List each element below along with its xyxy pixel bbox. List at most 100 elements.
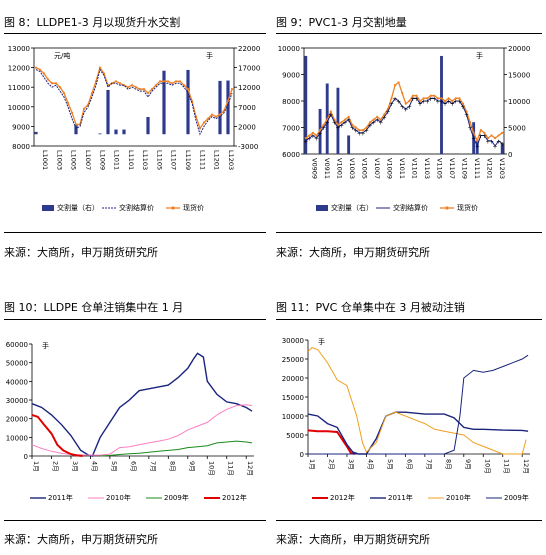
- fig10-x-tick-label: 11月: [227, 461, 235, 476]
- fig8-left-unit: 元/吨: [54, 51, 70, 60]
- fig8-spot-point: [146, 91, 150, 95]
- fig9-x-tick-label: V1007: [373, 158, 381, 179]
- fig8-spot-point: [94, 80, 98, 83]
- fig9-settle-marker: +: [450, 101, 455, 108]
- fig10-x-tick-label: 4月: [90, 461, 98, 472]
- fig9-delivery-bar: [440, 55, 443, 155]
- fig8-left-tick-label: 9000: [12, 123, 30, 131]
- fig8-spot-point: [150, 88, 154, 91]
- fig10-bottom-rule: [4, 520, 266, 521]
- fig9-left-tick-label: 9000: [282, 72, 300, 80]
- fig11-y-tick-label: 15000: [282, 394, 304, 402]
- fig9-settle-marker: +: [318, 130, 323, 137]
- fig9-settle-marker: +: [403, 106, 408, 113]
- fig8-delivery-bar: [146, 116, 150, 135]
- fig9-spot-point: [472, 131, 475, 134]
- fig10-x-tick-label: 8月: [168, 461, 176, 472]
- fig8-spot-point: [222, 109, 226, 112]
- fig9-delivery-bar: [304, 55, 308, 155]
- fig9-settle-marker: +: [421, 99, 426, 106]
- fig8-delivery-bar: [226, 80, 230, 135]
- fig8-right-tick-label: 7000: [238, 104, 256, 112]
- fig8-legend-spot-dot: [171, 206, 175, 210]
- fig9-spot-point: [501, 131, 504, 134]
- fig8-x-tick-label: L1109: [184, 150, 192, 170]
- fig9-spot-point: [451, 99, 454, 103]
- fig9-settle-marker: +: [400, 104, 405, 111]
- fig8-spot-point: [214, 115, 218, 118]
- fig9-x-tick-label: V1201: [485, 158, 493, 179]
- fig8-x-tick-label: L1111: [198, 150, 206, 170]
- fig9-spot-point: [447, 97, 450, 100]
- fig9-x-tick-label: V1101: [410, 158, 418, 179]
- fig9-right-tick-label: 20000: [508, 45, 530, 53]
- fig8-spot-point: [126, 86, 130, 89]
- fig9-delivery-bar: [475, 140, 479, 154]
- fig9-spot-point: [461, 102, 465, 105]
- fig9-settle-marker: +: [371, 120, 376, 127]
- fig9-settle-marker: +: [464, 112, 469, 119]
- fig10-series-line-2012: [31, 413, 83, 457]
- fig8-spot-point: [130, 84, 134, 87]
- fig8-x-tick-label: L1103: [141, 150, 149, 170]
- fig11-x-tick-label: 6月: [405, 459, 413, 470]
- fig9-settle-line: [305, 97, 503, 148]
- fig8-spot-point: [230, 88, 234, 91]
- fig10-title: 图 10：LLDPE 仓单注销集中在 1 月: [4, 301, 184, 314]
- fig8-spot-point: [170, 82, 174, 85]
- fig9-settle-marker: +: [500, 141, 505, 148]
- fig8-spot-point: [206, 117, 210, 120]
- fig9-spot-point: [401, 91, 404, 95]
- fig9-settle-marker: +: [439, 99, 444, 106]
- fig8-x-tick-label: L1005: [70, 150, 78, 170]
- fig9-spot-point: [458, 97, 461, 100]
- fig8-legend-settle-label: 交割结算价: [119, 203, 154, 212]
- fig11-legend-label-2012: 2012年: [330, 493, 355, 502]
- fig9-spot-point: [397, 81, 400, 84]
- fig11-series-line-2009: [308, 354, 529, 455]
- fig11-title-rule: [276, 319, 542, 320]
- fig9-x-tick-label: V1011: [398, 158, 406, 179]
- fig8-left-tick-label: 10000: [8, 104, 30, 112]
- fig9-settle-marker: +: [339, 122, 344, 129]
- fig8-spot-point: [186, 88, 190, 91]
- fig8-spot-point: [42, 72, 46, 75]
- fig11-y-tick-label: 30000: [282, 337, 304, 345]
- fig8-spot-point: [162, 80, 166, 83]
- fig8-delivery-bar: [186, 69, 190, 135]
- fig9-x-tick-label: V1009: [385, 158, 393, 179]
- fig8-spot-point: [58, 86, 62, 89]
- fig8-right-tick-label: -3000: [238, 143, 258, 151]
- fig9-spot-point: [468, 121, 472, 124]
- fig11-bottom-rule: [276, 520, 542, 521]
- fig8-bottom-rule: [4, 232, 266, 233]
- fig8-x-tick-label: L1011: [113, 150, 121, 170]
- fig8-x-tick-label: L1009: [98, 150, 106, 170]
- fig11-legend-label-2009: 2009年: [504, 493, 529, 502]
- fig8-spot-point: [138, 88, 142, 91]
- fig9-spot-point: [483, 131, 486, 134]
- fig11-legend-label-2010: 2010年: [446, 493, 471, 502]
- fig8-spot-point: [38, 68, 42, 71]
- fig9-settle-marker: +: [453, 99, 458, 106]
- fig9-settle-marker: +: [396, 99, 401, 106]
- fig8-delivery-bar: [114, 129, 118, 135]
- fig9-spot-point: [311, 131, 315, 134]
- fig9-title: 图 9：PVC1-3 月交割地量: [276, 16, 407, 29]
- fig10-series-line-2011: [31, 352, 253, 457]
- fig9-spot-point: [422, 97, 425, 100]
- fig9-delivery-bar: [336, 87, 340, 154]
- fig10-x-tick-label: 12月: [246, 461, 254, 476]
- fig9-spot-point: [415, 94, 418, 97]
- fig9-settle-marker: +: [378, 120, 383, 127]
- fig9-spot-point: [436, 97, 440, 100]
- fig8-delivery-bar: [162, 70, 166, 135]
- fig9-settle-marker: +: [360, 130, 365, 137]
- fig9-settle-marker: +: [328, 112, 333, 119]
- fig9-settle-marker: +: [443, 101, 448, 108]
- fig8-spot-point: [82, 107, 86, 110]
- fig8-spot-point: [34, 66, 38, 69]
- fig10-y-tick-label: 60000: [6, 341, 28, 349]
- fig9-spot-point: [322, 123, 325, 126]
- fig9-settle-marker: +: [368, 122, 373, 129]
